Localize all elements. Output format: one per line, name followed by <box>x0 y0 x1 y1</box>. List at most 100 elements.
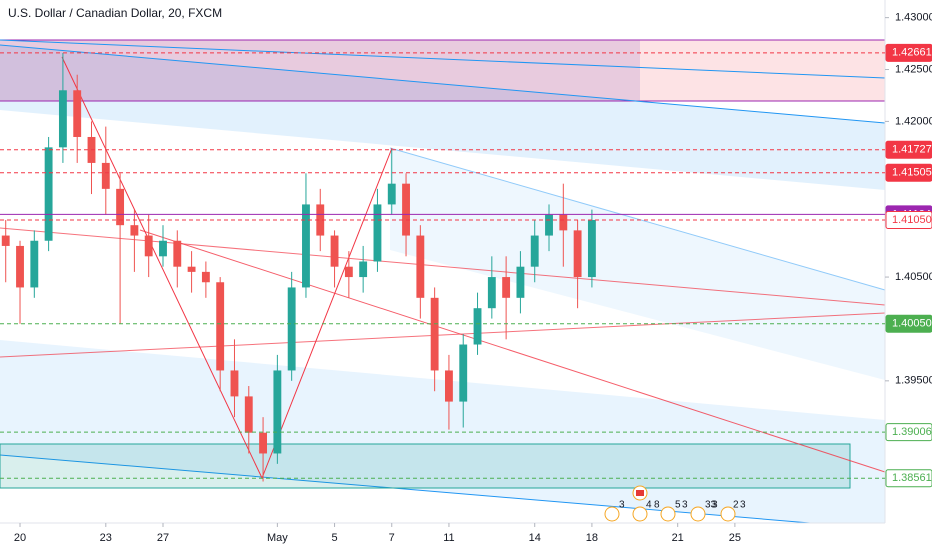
candle-body <box>259 432 268 454</box>
candle-body <box>559 214 568 231</box>
candle-body <box>230 370 239 397</box>
price-tag-label: 1.42661 <box>892 47 932 59</box>
candle-body <box>573 230 582 278</box>
channel-band <box>0 340 885 523</box>
x-tick-label: 7 <box>389 532 395 544</box>
trend-line <box>389 147 886 291</box>
candle-body <box>545 214 553 236</box>
event-icon <box>660 506 676 522</box>
price-tag-label: 1.38561 <box>892 472 932 484</box>
candle-body <box>530 235 539 267</box>
x-tick-label: 23 <box>100 532 112 544</box>
candle-body <box>16 245 24 288</box>
candle-body <box>430 297 439 371</box>
x-tick-label: May <box>267 532 288 544</box>
candle-body <box>387 183 396 205</box>
event-count: 3 <box>712 500 718 511</box>
y-tick-label: 1.42000 <box>895 115 932 127</box>
candle-body <box>473 308 482 345</box>
candle-body <box>216 282 225 371</box>
candle-body <box>416 235 425 298</box>
candle-body <box>587 219 596 278</box>
x-tick-label: 25 <box>729 532 741 544</box>
zone-rect <box>0 443 851 489</box>
event-count: 5 <box>675 500 681 511</box>
price-tag <box>885 423 932 442</box>
y-tick-label: 1.39500 <box>895 375 932 387</box>
y-tick-label: 1.43000 <box>895 12 932 24</box>
chart-title: U.S. Dollar / Canadian Dollar, 20, FXCM <box>8 6 222 20</box>
x-tick-label: 21 <box>672 532 684 544</box>
trend-line <box>0 312 886 358</box>
price-tag-label: 1.39006 <box>892 426 932 438</box>
event-count: 33 <box>705 500 717 511</box>
candle-body <box>1 235 10 246</box>
candle-body <box>344 266 353 278</box>
price-tag <box>885 314 932 333</box>
y-tick-label: 1.40500 <box>895 271 932 283</box>
event-count: 3 <box>619 500 625 511</box>
candle-body <box>159 240 167 257</box>
trend-line <box>0 44 886 124</box>
candle-body <box>101 162 110 189</box>
price-tag <box>885 140 932 159</box>
candle-body <box>373 204 382 262</box>
candle-body <box>244 396 253 433</box>
candle-body <box>116 188 125 226</box>
event-count: 8 <box>654 500 660 511</box>
price-tag <box>885 163 932 182</box>
candle-body <box>173 240 182 267</box>
candle-body <box>330 235 339 267</box>
candle-body <box>445 370 453 402</box>
candle-body <box>130 225 139 236</box>
candle-body <box>58 90 67 148</box>
y-tick-label: 1.42500 <box>895 63 932 75</box>
candle-body <box>516 266 525 298</box>
candle-body <box>302 204 310 288</box>
candle-body <box>73 90 82 137</box>
price-tag-label: 1.41050 <box>892 214 932 226</box>
trend-line <box>139 229 886 473</box>
event-count: 3 <box>682 500 688 511</box>
event-icon <box>632 506 648 522</box>
candle-body <box>144 235 153 257</box>
candle-body <box>359 261 368 278</box>
candle-body <box>273 370 282 454</box>
price-tag <box>885 43 932 62</box>
candle-body <box>487 277 496 309</box>
candle-body <box>187 266 196 272</box>
candle-body <box>287 287 296 371</box>
channel-band <box>0 45 885 190</box>
price-tag-label: 1.41505 <box>892 167 932 179</box>
candle-body <box>402 183 410 236</box>
zone-rect <box>0 40 885 101</box>
candle-body <box>459 344 468 402</box>
price-tag-label: 1.40050 <box>892 318 932 330</box>
candle-body <box>502 277 511 298</box>
x-tick-label: 18 <box>586 532 598 544</box>
price-tag-label: 1.41727 <box>892 144 932 156</box>
price-tag <box>885 469 932 488</box>
event-count: 3 <box>740 500 746 511</box>
event-icon <box>604 506 620 522</box>
event-count: 4 <box>646 500 652 511</box>
x-tick-label: 20 <box>14 532 26 544</box>
x-tick-label: 11 <box>443 532 454 544</box>
event-count: 2 <box>733 500 739 511</box>
x-tick-label: 5 <box>331 532 337 544</box>
candle-body <box>316 204 325 236</box>
channel-band <box>390 148 885 380</box>
candle-body <box>201 271 210 283</box>
candle-body <box>30 240 39 288</box>
price-tag <box>885 210 932 229</box>
candle-body <box>44 147 53 241</box>
zone-rect <box>0 40 640 101</box>
x-tick-label: 14 <box>529 532 541 544</box>
event-icon <box>690 506 706 522</box>
event-icon <box>720 506 736 522</box>
trend-line <box>0 39 886 79</box>
x-tick-label: 27 <box>157 532 169 544</box>
